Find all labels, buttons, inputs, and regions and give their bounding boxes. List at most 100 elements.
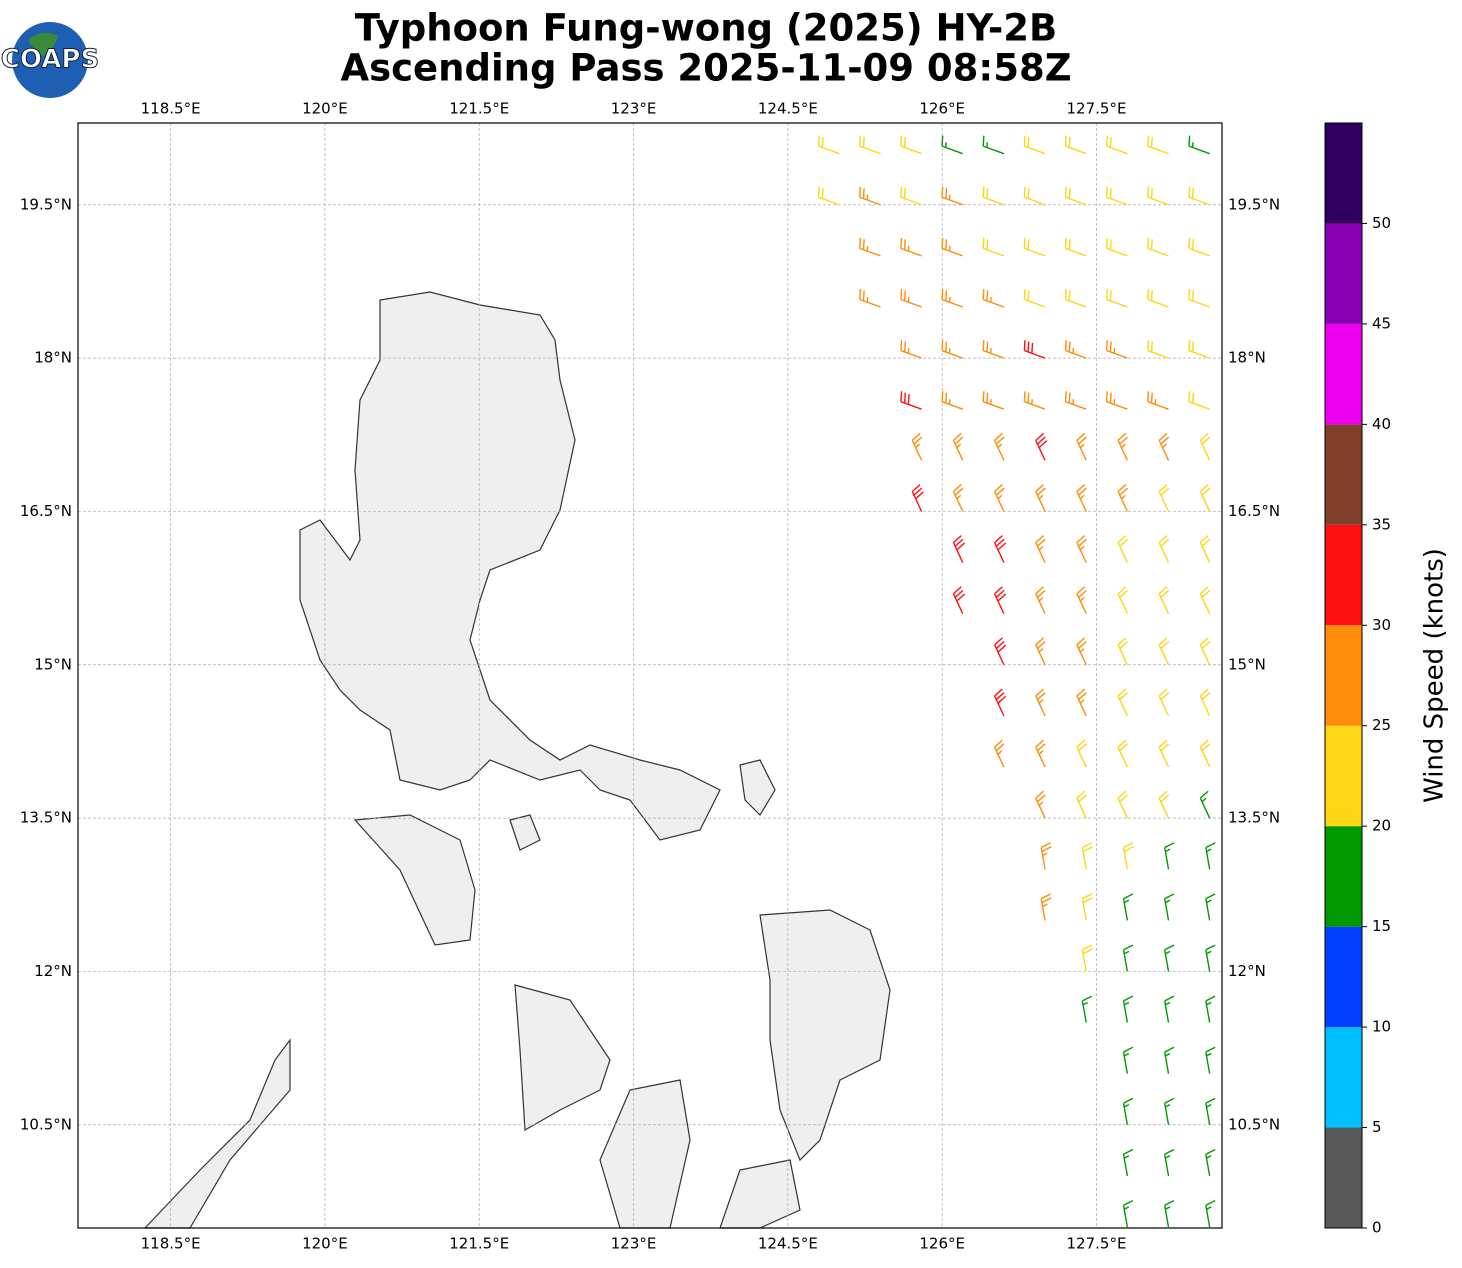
wind-barb	[859, 237, 881, 257]
wind-barb	[1035, 484, 1046, 512]
wind-barb	[1117, 739, 1129, 768]
wind-barb	[1205, 842, 1216, 870]
wind-barb	[1035, 739, 1046, 768]
wind-barb	[900, 289, 922, 308]
wind-barb	[1035, 637, 1046, 666]
wind-barb	[1076, 739, 1087, 768]
wind-barb	[1188, 237, 1210, 257]
wind-barb	[1035, 535, 1046, 563]
y-tick-label: 19.5°N	[20, 195, 72, 213]
wind-barb	[941, 186, 963, 206]
wind-barb	[1076, 484, 1087, 512]
wind-barb	[900, 391, 922, 410]
wind-barb	[1188, 186, 1210, 206]
wind-barb	[1188, 289, 1210, 308]
colorbar-tick-label: 0	[1372, 1219, 1382, 1237]
wind-barb	[1158, 637, 1170, 666]
wind-barb	[993, 484, 1005, 512]
wind-barb	[1122, 1046, 1134, 1074]
wind-barb	[1158, 790, 1170, 819]
island	[353, 814, 476, 946]
wind-barb	[993, 535, 1007, 563]
wind-barb	[1023, 391, 1046, 410]
wind-barb	[1199, 790, 1211, 819]
island	[143, 1038, 291, 1229]
wind-barb	[1081, 842, 1093, 870]
wind-barb	[859, 135, 881, 155]
wind-barb	[1064, 289, 1087, 308]
wind-barb	[1117, 432, 1129, 461]
wind-barb	[1040, 842, 1052, 870]
colorbar-segment	[1325, 625, 1362, 726]
island	[719, 1159, 801, 1229]
y-tick-label: 15°N	[34, 655, 72, 673]
colorbar-tick-label: 30	[1372, 616, 1391, 634]
logo-land	[28, 32, 58, 56]
x-tick-label: 124.5°E	[758, 1235, 818, 1253]
wind-barb	[1163, 1097, 1175, 1125]
wind-barb	[1163, 1148, 1175, 1176]
colorbar-segment	[1325, 725, 1362, 827]
wind-barb	[1122, 944, 1134, 972]
wind-barb	[911, 484, 924, 512]
island	[514, 984, 611, 1131]
island	[299, 291, 721, 841]
wind-barb	[1122, 1199, 1134, 1228]
island	[599, 1079, 691, 1229]
colorbar-tick-label: 50	[1372, 214, 1391, 232]
x-tick-label: 126°E	[919, 1235, 965, 1253]
x-tick-label: 123°E	[611, 1235, 657, 1253]
wind-barb	[1199, 688, 1211, 717]
wind-barb	[1040, 893, 1052, 921]
y-tick-label: 12°N	[34, 962, 72, 980]
wind-barb	[859, 186, 881, 206]
colorbar-segment	[1325, 123, 1362, 224]
wind-barb	[1105, 391, 1128, 410]
wind-barb	[1205, 1148, 1216, 1176]
wind-barb	[1117, 586, 1129, 614]
wind-barb	[941, 391, 963, 410]
wind-barb	[1199, 432, 1211, 461]
x-tick-label: 121.5°E	[449, 1235, 509, 1253]
wind-barb	[1147, 340, 1169, 359]
y-tick-label: 19.5°N	[1228, 195, 1280, 213]
wind-barb	[982, 237, 1005, 257]
y-tick-label: 18°N	[34, 349, 72, 367]
wind-barb	[1158, 535, 1170, 563]
wind-barbs	[817, 135, 1216, 1228]
wind-barb	[993, 637, 1007, 666]
wind-barb	[1105, 186, 1128, 206]
wind-barb	[1023, 340, 1046, 359]
wind-barb	[1205, 944, 1216, 972]
colorbar-tick-label: 20	[1372, 817, 1391, 835]
wind-barb	[1188, 340, 1210, 359]
colorbar-segment	[1325, 1127, 1362, 1228]
wind-barb	[1117, 637, 1129, 666]
x-tick-label: 124.5°E	[758, 100, 818, 118]
wind-barb	[1147, 186, 1169, 206]
x-tick-label: 126°E	[919, 100, 965, 118]
colorbar-segment	[1325, 524, 1362, 626]
wind-barb	[1158, 688, 1170, 717]
wind-barb	[1158, 484, 1170, 512]
wind-barb	[952, 432, 964, 461]
colorbar-tick-label: 5	[1372, 1118, 1382, 1136]
colorbar-tick-label: 10	[1372, 1018, 1391, 1036]
y-tick-label: 16.5°N	[1228, 502, 1280, 520]
wind-barb	[900, 237, 922, 257]
wind-barb	[1122, 1148, 1134, 1176]
y-tick-label: 12°N	[1228, 962, 1266, 980]
wind-barb	[1158, 432, 1170, 461]
x-tick-label: 118.5°E	[141, 100, 201, 118]
x-tick-label: 123°E	[611, 100, 657, 118]
colorbar-tick-label: 15	[1372, 917, 1391, 935]
wind-barb	[993, 586, 1007, 614]
y-tick-label: 16.5°N	[20, 502, 72, 520]
wind-barb	[1081, 995, 1093, 1023]
wind-barb	[982, 340, 1005, 359]
logo-text: COAPS	[1, 45, 99, 75]
wind-barb	[982, 186, 1005, 206]
wind-barb	[1064, 135, 1087, 155]
